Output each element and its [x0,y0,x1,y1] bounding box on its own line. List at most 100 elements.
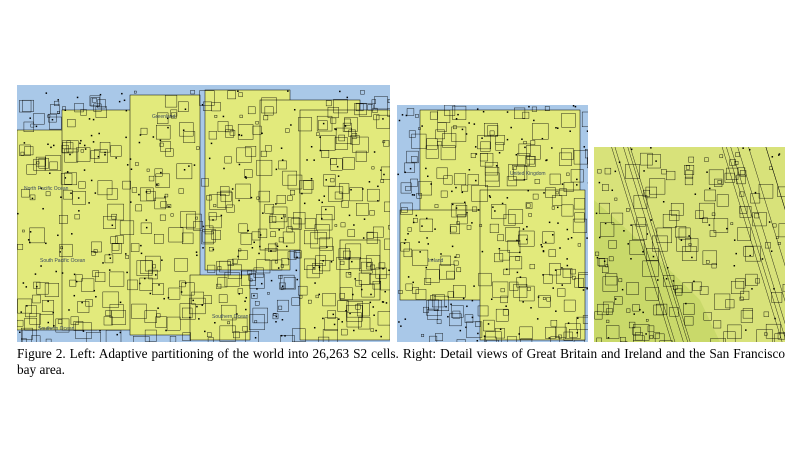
map-cell [281,159,284,161]
map-cell [506,111,509,113]
map-cell [320,135,336,151]
map-cell [196,305,198,308]
map-cell [21,327,33,340]
map-cell [477,135,491,150]
map-cell [404,239,407,241]
map-cell [209,194,226,210]
map-cell [105,310,112,317]
map-cell [733,264,736,267]
map-cell [487,125,499,136]
world-map [17,85,390,342]
map-cell [463,201,466,204]
map-cell [57,234,59,237]
map-cell [523,179,526,181]
map-cell [290,218,302,230]
map-cell [207,332,212,338]
map-cell [61,272,64,274]
map-cell [62,106,66,110]
map-cell [92,97,97,103]
map-cell [155,173,170,188]
map-cell [188,165,190,167]
map-cell [740,310,753,323]
map-cell [45,92,48,94]
map-cell [425,269,440,283]
map-cell [739,191,745,197]
map-cell [276,299,289,312]
map-cell [27,239,30,241]
map-cell [562,268,573,278]
map-cell [363,218,366,220]
map-cell [626,308,631,313]
map-cell [758,184,774,199]
map-cell [208,157,211,160]
map-cell [131,303,147,319]
map-cell [280,334,283,337]
map-cell [211,230,221,240]
map-cell [521,138,523,140]
map-cell [433,295,449,311]
map-cell [354,102,367,116]
map-cell [245,308,247,311]
map-cell [646,248,659,261]
map-cell [475,153,478,155]
map-cell [714,178,723,187]
map-cell [278,160,287,170]
map-label: South Pacific Ocean [40,258,86,264]
map-cell [178,188,184,194]
map-cell [478,272,492,287]
map-cell [333,99,348,114]
map-cell [193,164,196,166]
map-cell [269,214,285,229]
map-cell [285,128,290,133]
map-cell [312,263,323,274]
map-cell [737,227,751,241]
map-cell [36,161,40,165]
map-cell [238,223,248,233]
map-cell [138,193,140,196]
map-cell [98,132,100,135]
map-cell [324,317,338,331]
map-cell [280,264,285,268]
map-cell [415,114,419,118]
map-cell [652,255,655,258]
map-cell [483,319,495,332]
map-cell [103,316,113,326]
map-cell [409,167,412,170]
map-cell [381,301,384,303]
map-cell [474,146,477,148]
map-cell [125,136,127,139]
map-cell [711,212,716,216]
map-cell [532,193,539,200]
map-cell [89,95,101,107]
map-cell [434,228,436,230]
map-cell [704,189,716,202]
map-cell [763,311,769,317]
map-cell [498,247,501,250]
map-cell [708,224,711,226]
map-cell [110,145,122,157]
map-cell [261,97,277,114]
map-cell [436,319,442,324]
map-cell [540,244,542,246]
map-cell [148,175,155,182]
map-cell [495,135,505,145]
map-cell [146,168,150,172]
map-cell [350,188,352,191]
map-cell [74,103,84,113]
map-cell [765,147,785,210]
map-cell [526,156,535,165]
map-cell [258,252,260,255]
map-cell [566,258,568,260]
map-cell [75,280,78,283]
map-cell [352,136,369,153]
map-cell [240,270,256,286]
map-cell [340,260,345,265]
map-cell [647,325,655,333]
map-cell [57,99,59,101]
map-cell [550,336,560,342]
map-cell [440,255,451,266]
map-cell [237,255,239,258]
map-cell [216,261,231,276]
map-cell [632,326,641,335]
map-cell [125,255,129,259]
